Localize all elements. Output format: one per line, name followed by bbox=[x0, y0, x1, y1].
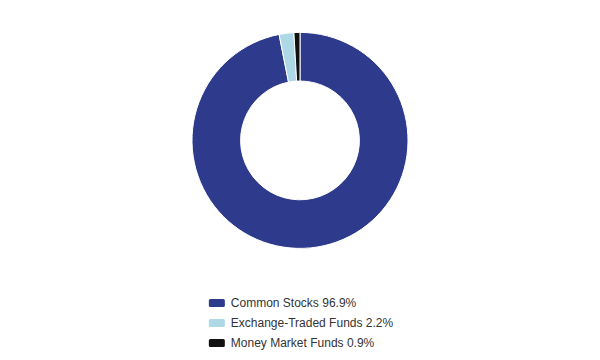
svg-text:Common Stocks 96.9%: Common Stocks 96.9% bbox=[231, 296, 357, 310]
svg-text:Exchange-Traded Funds 2.2%: Exchange-Traded Funds 2.2% bbox=[231, 316, 394, 330]
svg-text:Money Market Funds 0.9%: Money Market Funds 0.9% bbox=[231, 336, 375, 350]
